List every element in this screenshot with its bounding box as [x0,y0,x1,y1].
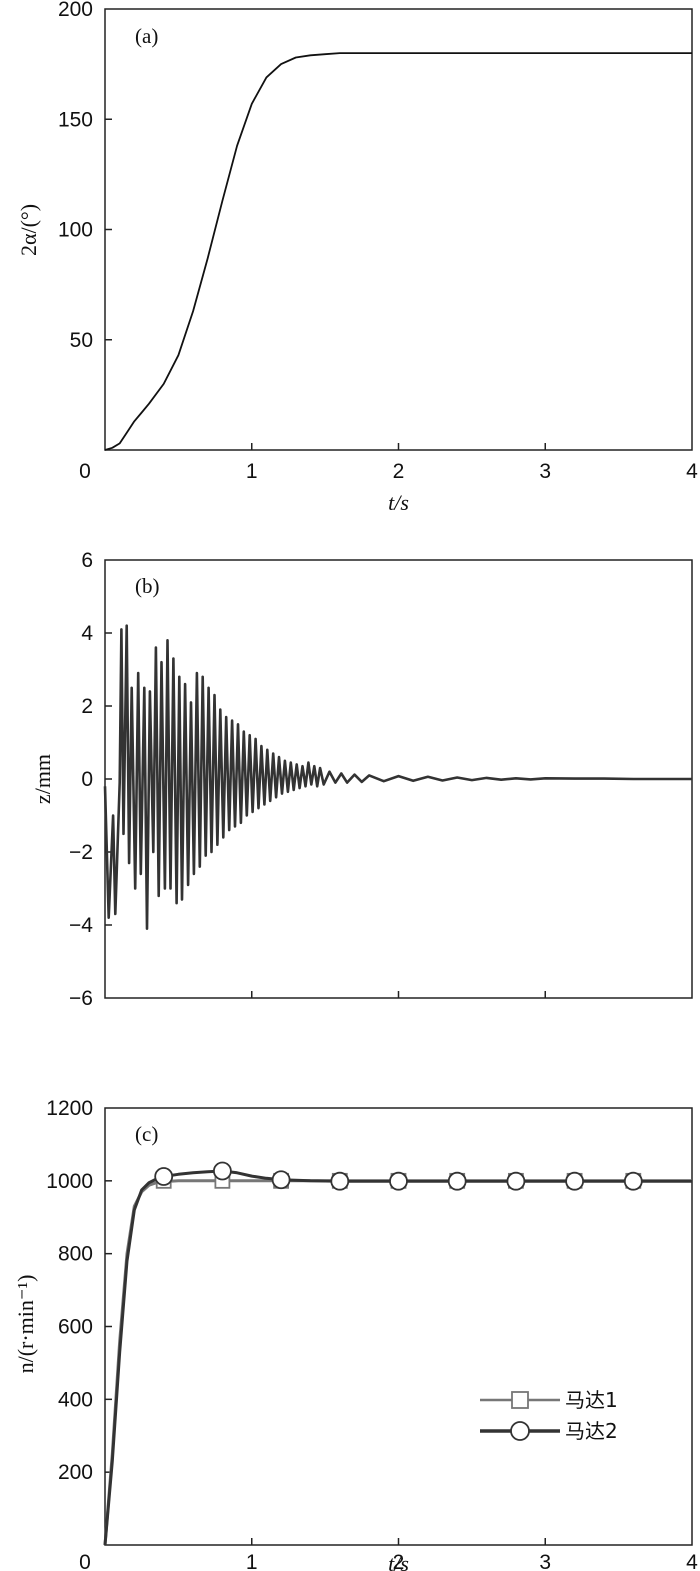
x-tick-label: 0 [79,1551,91,1571]
x-tick-label: 1 [246,460,258,483]
y-tick-label: −6 [69,987,93,1010]
x-tick-label: 1 [246,1551,258,1571]
x-tick-label: 0 [79,460,91,483]
y-tick-label: 4 [81,622,93,645]
series-marker-circle [447,1171,467,1191]
series-marker-circle [330,1171,350,1191]
series-line [104,52,692,451]
y-tick-label: 2 [81,695,93,718]
x-tick-label: 3 [539,460,551,483]
series-marker-circle [506,1171,526,1191]
series-marker-circle [565,1171,584,1191]
y-tick-label: −4 [69,914,93,937]
y-tick-label: 6 [81,549,93,572]
series-marker-circle [623,1171,643,1191]
x-tick-label: 2 [393,460,405,483]
panel-label: (c) [135,1122,158,1146]
y-tick-label: 150 [58,108,93,131]
y-tick-label: 200 [58,0,93,21]
series-line [103,1169,692,1546]
y-axis-title: 2α/(°) [16,204,41,256]
series-line [103,1179,692,1546]
x-tick-label: 3 [539,1551,551,1571]
y-tick-label: 0 [81,768,93,791]
series-marker-circle [389,1171,408,1191]
series-marker-circle [271,1170,291,1190]
y-tick-label: 400 [58,1388,93,1411]
series-marker-circle [154,1167,174,1186]
x-tick-label: 4 [686,1551,698,1571]
y-tick-label: 100 [58,219,93,242]
legend-marker-circle [510,1421,530,1441]
x-axis-title: t/s [388,1551,409,1571]
panel-b: −6 −4 −2 0 2 4 6 z/mm (b) [30,549,693,1010]
x-tick-label: 2 [393,1551,405,1571]
y-tick-label: 1200 [46,1097,93,1120]
x-tick-label: 4 [686,460,698,483]
legend-label: 马达2 [565,1419,618,1443]
panel-c: 200 400 600 800 1000 1200 0 1 2 3 4 t/s n/(r·min⁻¹) (… [13,1097,698,1571]
panel-label: (a) [135,24,158,48]
panel-a: 50 100 150 200 0 1 2 3 4 t/s 2α/(°) (a) [16,0,698,515]
y-tick-label: 50 [70,329,93,352]
plot-frame [104,8,693,451]
y-tick-label: 800 [58,1243,93,1266]
x-axis-title: t/s [388,490,409,515]
panel-label: (b) [135,574,160,598]
series-line [103,624,692,930]
y-tick-label: 200 [58,1461,93,1484]
legend-marker-square [511,1391,529,1409]
series-marker-circle [212,1161,232,1181]
legend-label: 马达1 [565,1388,618,1412]
y-axis-title: n/(r·min⁻¹) [13,1275,38,1374]
y-axis-title: z/mm [30,754,55,804]
y-tick-label: 600 [58,1316,93,1339]
y-tick-label: −2 [69,841,93,864]
y-tick-label: 1000 [46,1170,93,1193]
